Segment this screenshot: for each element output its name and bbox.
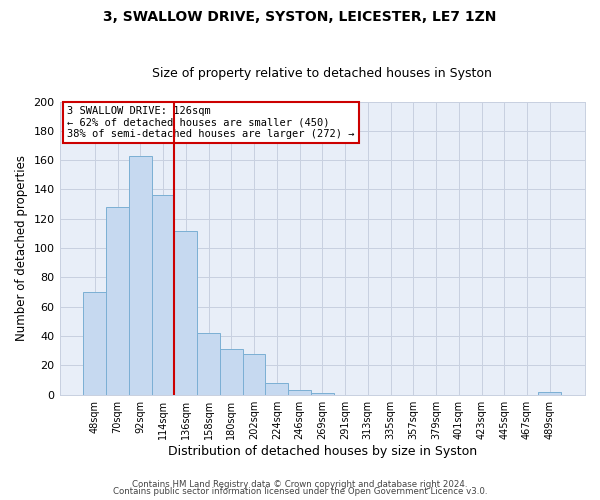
Bar: [288, 390, 311, 394]
Bar: [83, 292, 106, 394]
Text: Contains HM Land Registry data © Crown copyright and database right 2024.: Contains HM Land Registry data © Crown c…: [132, 480, 468, 489]
Bar: [538, 392, 561, 394]
Bar: [242, 354, 265, 395]
Title: Size of property relative to detached houses in Syston: Size of property relative to detached ho…: [152, 66, 492, 80]
Bar: [129, 156, 152, 394]
Bar: [265, 383, 288, 394]
X-axis label: Distribution of detached houses by size in Syston: Distribution of detached houses by size …: [168, 444, 477, 458]
Bar: [175, 230, 197, 394]
Bar: [311, 393, 334, 394]
Bar: [220, 350, 242, 395]
Text: Contains public sector information licensed under the Open Government Licence v3: Contains public sector information licen…: [113, 487, 487, 496]
Bar: [197, 333, 220, 394]
Bar: [152, 196, 175, 394]
Text: 3, SWALLOW DRIVE, SYSTON, LEICESTER, LE7 1ZN: 3, SWALLOW DRIVE, SYSTON, LEICESTER, LE7…: [103, 10, 497, 24]
Y-axis label: Number of detached properties: Number of detached properties: [15, 155, 28, 341]
Text: 3 SWALLOW DRIVE: 126sqm
← 62% of detached houses are smaller (450)
38% of semi-d: 3 SWALLOW DRIVE: 126sqm ← 62% of detache…: [67, 106, 355, 139]
Bar: [106, 207, 129, 394]
